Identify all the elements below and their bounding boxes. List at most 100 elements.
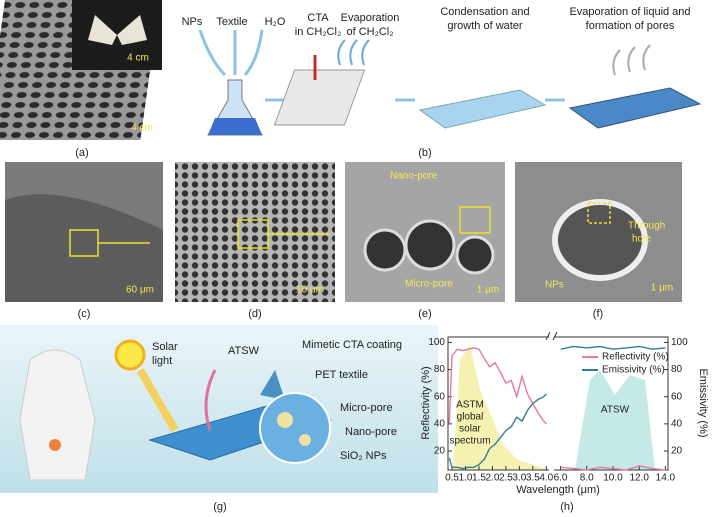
textile [273, 69, 366, 126]
x-tick-label: 1.0 [459, 473, 473, 484]
y-tick-label: 20 [434, 446, 446, 457]
sem-image [175, 162, 335, 302]
body [19, 349, 96, 481]
label: Nano-pore [345, 426, 397, 438]
label: Micro-pore [340, 402, 393, 414]
porous-film [568, 87, 702, 129]
y-axis-label: Reflectivity (%) [420, 366, 432, 439]
label: NPs [545, 280, 564, 291]
zoom-circle [259, 392, 331, 464]
heat-spot [49, 439, 61, 451]
break-mark [545, 331, 558, 341]
solar-spectrum-area [453, 345, 549, 470]
series-line [448, 347, 666, 471]
annotation: spectrum [449, 436, 490, 447]
x-tick-label: 14.0 [656, 473, 676, 484]
pore [363, 228, 407, 272]
panel-label: (g) [213, 501, 226, 513]
y-tick-label: 80 [434, 364, 446, 375]
label: hole [632, 234, 651, 245]
atsw-area [575, 370, 655, 470]
label: Micro-pore [405, 279, 453, 290]
panel-label: (a) [75, 147, 88, 159]
panel-h: (h) Wavelength (μm) Reflectivity (%) Emi… [420, 331, 709, 513]
panel-label: (h) [560, 501, 573, 513]
x-tick-label: 2.5 [499, 473, 513, 484]
label: Mimetic CTA coating [302, 339, 402, 351]
x-tick-label: 1.5 [472, 473, 486, 484]
label: ATSW [228, 345, 260, 357]
highlight-box [459, 206, 491, 234]
text: growth of water [447, 20, 523, 32]
y2-tick-label: 60 [671, 391, 683, 402]
panel-label: (c) [78, 308, 91, 320]
panel-label: (e) [418, 308, 431, 320]
vapor [337, 39, 370, 66]
coating-flap [260, 370, 285, 400]
series-line [448, 345, 666, 470]
x-tick-label: 10.0 [603, 473, 623, 484]
scale-label: 4 cm [127, 53, 149, 64]
label: PET textile [315, 369, 368, 381]
panel-b: NPs Textile H₂O CTA in CH₂Cl₂ Evaporatio… [182, 6, 702, 159]
x-tick-label: 8.0 [580, 473, 594, 484]
vapor [612, 44, 651, 76]
y-tick-label: 40 [434, 418, 446, 429]
flask-liquid [208, 118, 262, 135]
texture [5, 194, 163, 302]
text: formation of pores [586, 20, 675, 32]
x-tick-label: 0.5 [445, 473, 459, 484]
annotation: solar [459, 424, 481, 435]
y2-axis-label: Emissivity (%) [697, 368, 709, 437]
break-gap [549, 333, 554, 474]
panel-label: (d) [248, 308, 261, 320]
film [418, 89, 547, 129]
arrows [198, 29, 264, 77]
x-tick-label: 4.0 [539, 473, 553, 484]
panel-e: Nano-pore Micro-pore 1 μm (e) [345, 162, 505, 320]
legend-label: Reflectivity (%) [602, 352, 669, 363]
scale-label: 4 cm [131, 123, 153, 134]
x-tick-label: 12.0 [629, 473, 649, 484]
x-tick-label: 6.0 [554, 473, 568, 484]
text: H₂O [265, 16, 286, 28]
x-tick-label: 2.0 [485, 473, 499, 484]
micro-pore [299, 434, 311, 446]
pore [552, 199, 648, 281]
text: Evaporation of liquid and [569, 6, 690, 18]
text: NPs [182, 16, 203, 28]
text: CTA [307, 12, 329, 24]
panel-label: (f) [593, 308, 603, 320]
plot-frame [447, 336, 669, 471]
light-ray [136, 367, 179, 433]
emission-arrow [204, 369, 217, 431]
panel-f: Through hole NPs 1 μm (f) [515, 162, 682, 320]
micro-pore [277, 412, 293, 428]
y2-tick-label: 80 [671, 364, 683, 375]
pore [455, 235, 495, 275]
legend-label: Emissivity (%) [602, 365, 665, 376]
y-tick-label: 60 [434, 391, 446, 402]
text: Textile [216, 16, 247, 28]
annotation: global [457, 412, 484, 423]
label: SiO₂ NPs [340, 450, 387, 462]
label: Through [628, 221, 665, 232]
y2-tick-label: 40 [671, 418, 683, 429]
y-tick-label: 100 [428, 337, 445, 348]
text: Condensation and [440, 6, 529, 18]
label: Solar [152, 341, 178, 353]
scale-label: 1 μm [651, 283, 673, 294]
scale-label: 10 μm [296, 285, 324, 296]
annotation: ASTM [456, 400, 484, 411]
panel-a: 4 cm 4 cm (a) [0, 0, 162, 159]
panel-c: 60 μm (c) [5, 162, 163, 320]
label: light [152, 355, 172, 367]
label: Nano-pore [390, 171, 438, 182]
annotation: ATSW [601, 405, 630, 416]
x-tick-label: 3.0 [512, 473, 526, 484]
sun [114, 339, 146, 371]
text: Evaporation [341, 12, 400, 24]
highlight-box [587, 202, 611, 224]
y2-tick-label: 100 [671, 337, 688, 348]
